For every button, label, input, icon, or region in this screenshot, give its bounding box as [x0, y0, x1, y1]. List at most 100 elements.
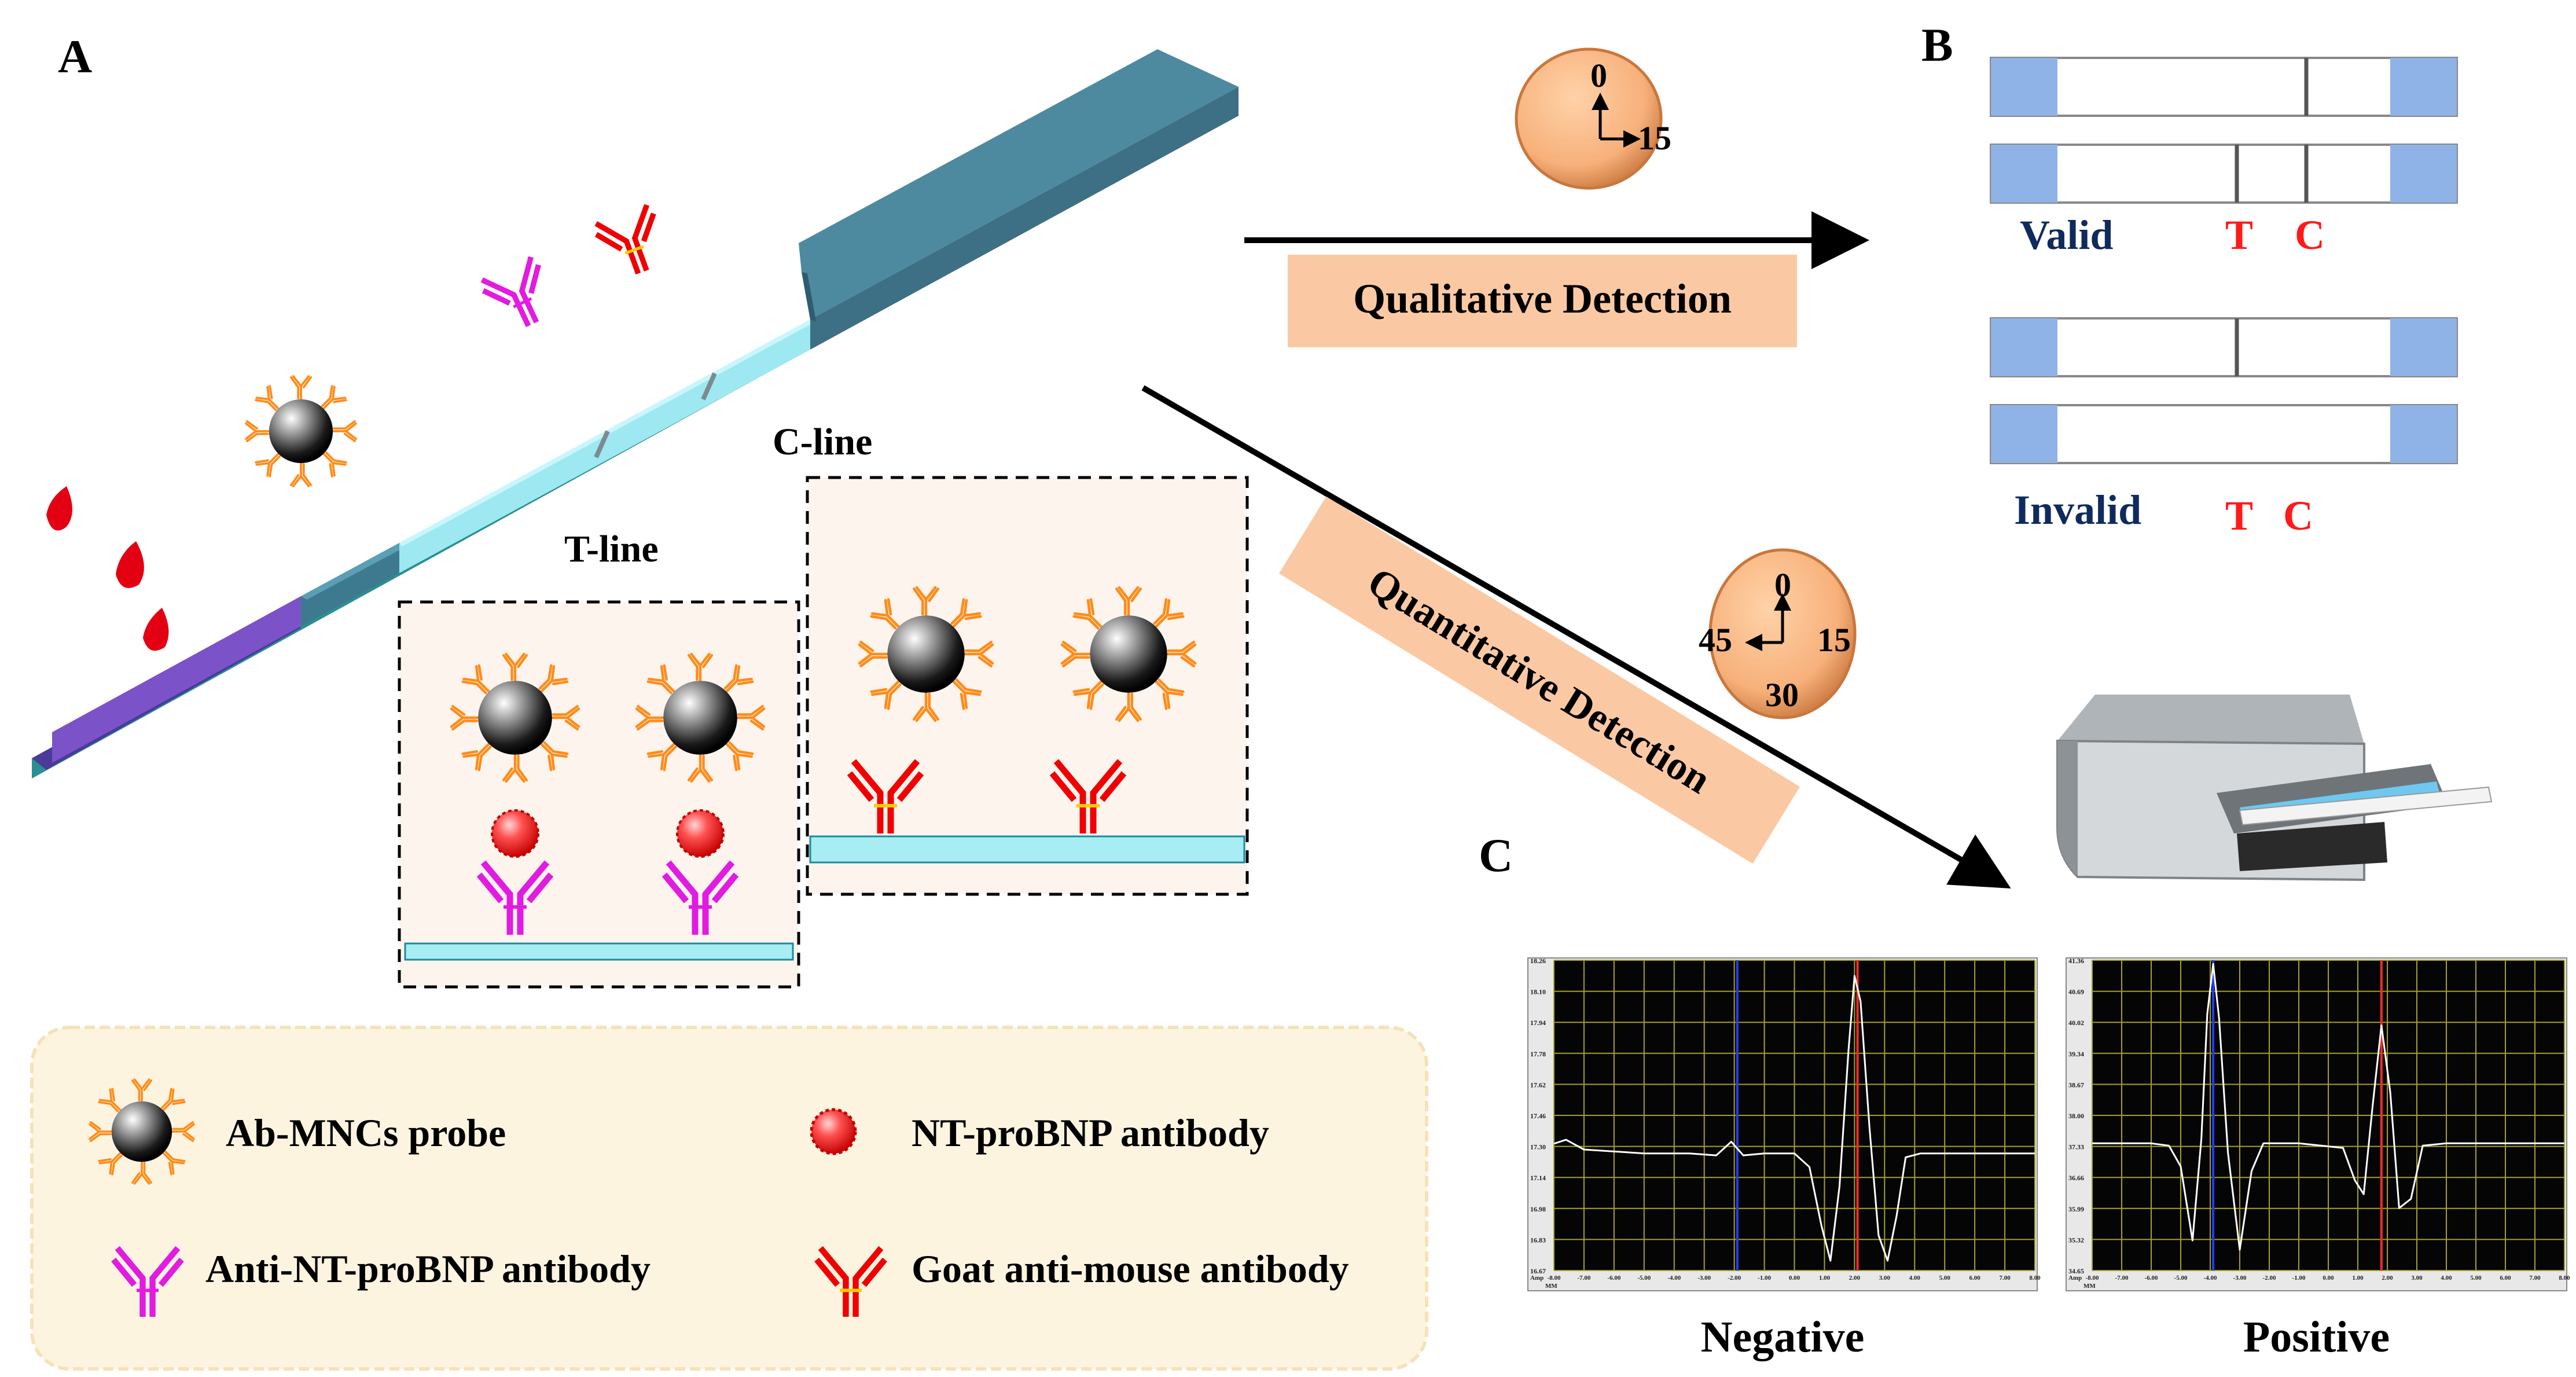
- x-tick-label: -2.00: [1728, 1275, 1741, 1281]
- x-tick-label: -3.00: [1697, 1275, 1711, 1281]
- sample-drops: [46, 486, 169, 651]
- x-tick-label: -6.00: [1607, 1275, 1620, 1281]
- x-tick-label: 4.00: [1909, 1275, 1921, 1281]
- y-tick-label: 35.99: [2068, 1205, 2084, 1213]
- x-tick-label: -6.00: [2145, 1275, 2158, 1281]
- qualitative-timer: [1515, 47, 1663, 190]
- x-tick-label: 7.00: [1999, 1275, 2011, 1281]
- x-tick-label: 4.00: [2441, 1275, 2452, 1281]
- valid-label: Valid: [2020, 212, 2113, 258]
- absorbent-pad: [810, 87, 1239, 350]
- c-line-label: C-line: [773, 421, 872, 463]
- invalid-c-label: C: [2283, 493, 2313, 539]
- y-axis-label: Amp: [1530, 1275, 1544, 1281]
- y-tick-label: 40.69: [2068, 988, 2084, 996]
- x-tick-label: -5.00: [2174, 1275, 2188, 1281]
- x-tick-label: 8.00: [2559, 1275, 2570, 1281]
- x-tick-label: 1.00: [1819, 1275, 1831, 1281]
- x-tick-label: 3.00: [2411, 1275, 2423, 1281]
- series-line: [2092, 963, 2564, 1251]
- qualitative-timer-15: 15: [1638, 119, 1671, 157]
- x-tick-label: -7.00: [1577, 1275, 1590, 1281]
- membrane: [399, 320, 810, 573]
- qualitative-label-box: [1288, 255, 1797, 347]
- x-tick-label: -3.00: [2233, 1275, 2247, 1281]
- legend-goat-label: Goat anti-mouse antibody: [912, 1247, 1349, 1291]
- panel-label-a: A: [58, 30, 92, 83]
- y-tick-label: 36.66: [2068, 1174, 2084, 1182]
- invalid-t-label: T: [2225, 493, 2253, 539]
- y-tick-label: 16.83: [1530, 1236, 1546, 1244]
- y-tick-label: 17.30: [1530, 1143, 1546, 1151]
- y-tick-label: 38.67: [2068, 1081, 2084, 1089]
- y-tick-label: 39.34: [2068, 1050, 2084, 1058]
- result-valid-strips: [1990, 57, 2458, 204]
- y-tick-label: 17.46: [1530, 1112, 1546, 1120]
- legend: Ab-MNCs probe NT-proBNP antibody Anti-NT…: [30, 1026, 1428, 1371]
- x-tick-label: -8.00: [2086, 1275, 2099, 1281]
- x-tick-label: -5.00: [1637, 1275, 1651, 1281]
- y-tick-label: 41.36: [2068, 957, 2084, 965]
- t-line-zoom: [398, 600, 800, 989]
- legend-anti-nt-label: Anti-NT-proBNP antibody: [205, 1247, 651, 1291]
- y-tick-label: 17.78: [1530, 1050, 1546, 1058]
- y-tick-label: 35.32: [2068, 1236, 2084, 1244]
- c-line-zoom: [806, 476, 1249, 896]
- x-tick-label: 6.00: [1969, 1275, 1981, 1281]
- test-strip: [32, 49, 1239, 779]
- series-line: [1553, 975, 2035, 1262]
- quantitative-timer-45: 45: [1699, 621, 1732, 659]
- x-tick-label: -4.00: [2204, 1275, 2217, 1281]
- result-invalid-strips: [1990, 317, 2458, 464]
- x-tick-label: 7.00: [2529, 1275, 2541, 1281]
- x-tick-label: 1.00: [2352, 1275, 2364, 1281]
- panel-label-b: B: [1921, 19, 1953, 71]
- x-tick-label: 5.00: [1939, 1275, 1951, 1281]
- panel-label-c: C: [1479, 829, 1513, 882]
- quantitative-timer-30: 30: [1765, 676, 1799, 714]
- legend-probe-label: Ab-MNCs probe: [226, 1111, 506, 1155]
- x-tick-label: 8.00: [2029, 1275, 2041, 1281]
- valid-t-label: T: [2225, 212, 2253, 258]
- legend-nt-antibody-icon: [810, 1108, 857, 1155]
- floating-probe: [246, 376, 356, 486]
- x-tick-label: -1.00: [2292, 1275, 2306, 1281]
- x-tick-label: 2.00: [1849, 1275, 1861, 1281]
- qualitative-timer-0: 0: [1590, 57, 1607, 94]
- y-tick-label: 17.62: [1530, 1081, 1546, 1089]
- floating-goat-antibody: [593, 204, 671, 282]
- quantitative-timer-15: 15: [1817, 621, 1851, 659]
- qualitative-label: Qualitative Detection: [1353, 276, 1732, 322]
- x-tick-label: -1.00: [1758, 1275, 1771, 1281]
- quantitative-label: Quantitative Detection: [1360, 559, 1718, 802]
- strip-c-line: [701, 372, 717, 401]
- y-tick-label: 17.14: [1530, 1174, 1546, 1182]
- x-tick-label: -4.00: [1667, 1275, 1681, 1281]
- chart-title: Negative: [1701, 1313, 1865, 1361]
- quantitative-arrow: [1141, 385, 2011, 888]
- floating-anti-nt-antibody: [479, 255, 560, 337]
- y-tick-label: 40.02: [2068, 1019, 2084, 1027]
- y-tick-label: 16.67: [1530, 1267, 1546, 1275]
- strip-t-line: [594, 430, 610, 458]
- t-line-target: [491, 809, 539, 858]
- y-axis-label: Amp: [2068, 1275, 2082, 1281]
- chart-positive: -8.00 -7.00 -6.00 -5.00 -4.00 -3.00 -2.00 -1.00…: [2066, 957, 2570, 1361]
- y-tick-label: 37.33: [2068, 1143, 2084, 1151]
- x-axis-label: MM: [2083, 1283, 2096, 1290]
- y-tick-label: 16.98: [1530, 1205, 1546, 1213]
- x-tick-label: -7.00: [2115, 1275, 2129, 1281]
- x-tick-label: -2.00: [2263, 1275, 2276, 1281]
- sample-drop: [143, 608, 169, 651]
- t-line-label: T-line: [564, 528, 659, 570]
- strip-reader-device: [2056, 695, 2493, 882]
- x-axis-label: MM: [1545, 1283, 1557, 1290]
- conjugate-pad: [301, 543, 399, 626]
- x-tick-label: 6.00: [2500, 1275, 2511, 1281]
- legend-nt-antibody-label: NT-proBNP antibody: [912, 1111, 1269, 1155]
- quantitative-timer-0: 0: [1774, 566, 1791, 604]
- y-tick-label: 34.65: [2068, 1267, 2084, 1275]
- sample-drop: [46, 486, 72, 531]
- y-tick-label: 38.00: [2068, 1112, 2084, 1120]
- chart-negative: -8.00 -7.00 -6.00 -5.00 -4.00 -3.00 -2.00 -1.00…: [1527, 957, 2041, 1361]
